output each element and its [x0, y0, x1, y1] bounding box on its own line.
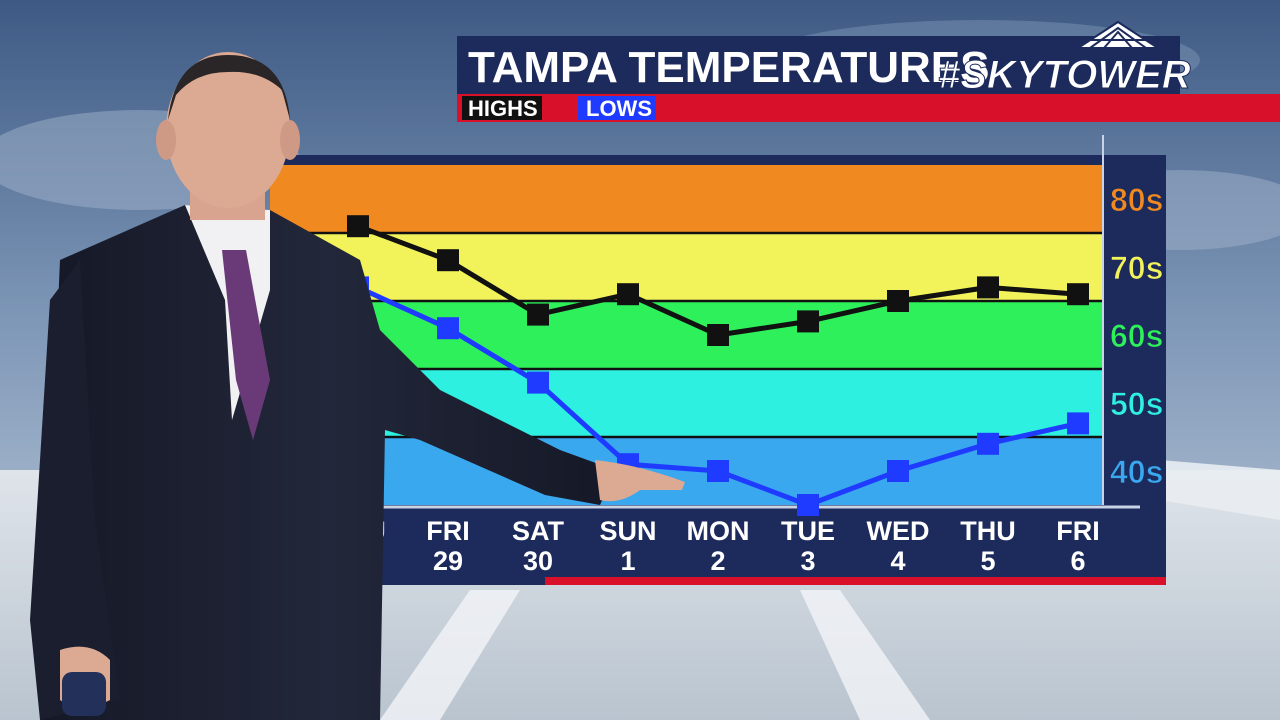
band-label-40s: 40s — [1110, 454, 1163, 490]
clicker-remote — [62, 672, 106, 716]
x-label-day: FRI — [1056, 516, 1100, 546]
band-label-60s: 60s — [1110, 318, 1163, 354]
legend-highs-swatch — [462, 96, 542, 120]
highs-point — [437, 249, 459, 272]
x-axis-labels: THU28FRI29SAT30SUN1MON2TUE3WED4THU5FRI6 — [330, 516, 1100, 576]
highs-point — [887, 290, 909, 312]
band-80s — [270, 165, 1102, 233]
highs-point — [347, 215, 369, 238]
brand-text: #SKYTOWER — [938, 53, 1191, 97]
x-label-date: 1 — [620, 546, 635, 576]
x-label-day: FRI — [426, 516, 470, 546]
highs-point — [617, 283, 639, 306]
x-label-date: 4 — [890, 546, 905, 576]
legend-highs-label: HIGHS — [468, 96, 538, 121]
x-label-date: 2 — [710, 546, 725, 576]
x-label-day: WED — [867, 516, 930, 546]
lows-point — [887, 460, 909, 482]
x-label-date: 3 — [800, 546, 815, 576]
legend-lows-swatch — [578, 96, 656, 120]
x-label-day: THU — [960, 516, 1016, 546]
highs-point — [977, 276, 999, 299]
highs-point — [707, 324, 729, 346]
highs-point — [527, 303, 549, 326]
band-label-50s: 50s — [1110, 386, 1163, 422]
lows-point — [1067, 412, 1089, 435]
presenter — [30, 52, 685, 720]
lows-point — [527, 371, 549, 394]
highs-point — [1067, 283, 1089, 306]
x-label-date: 6 — [1070, 546, 1085, 576]
band-label-70s: 70s — [1110, 250, 1163, 286]
legend-lows-label: LOWS — [586, 96, 652, 121]
lows-point — [977, 432, 999, 455]
band-labels: 80s 70s 60s 50s 40s — [1110, 182, 1164, 491]
lows-point — [437, 317, 459, 340]
band-label-80s: 80s — [1110, 182, 1163, 218]
highs-point — [797, 310, 819, 333]
header: TAMPA TEMPERATURES HIGHS LOWS #SKYTOWER — [457, 20, 1280, 122]
x-label-day: MON — [687, 516, 750, 546]
chart-title: TAMPA TEMPERATURES — [468, 43, 989, 92]
x-label-date: 30 — [523, 546, 553, 576]
x-label-day: TUE — [781, 516, 835, 546]
x-label-day: SAT — [512, 516, 565, 546]
skytower-logo: #SKYTOWER — [938, 20, 1191, 98]
lows-point — [797, 494, 819, 516]
x-label-day: SUN — [599, 516, 656, 546]
x-label-date: 5 — [980, 546, 995, 576]
x-label-date: 29 — [433, 546, 463, 576]
highs-series — [347, 215, 1089, 346]
lows-point — [707, 460, 729, 482]
